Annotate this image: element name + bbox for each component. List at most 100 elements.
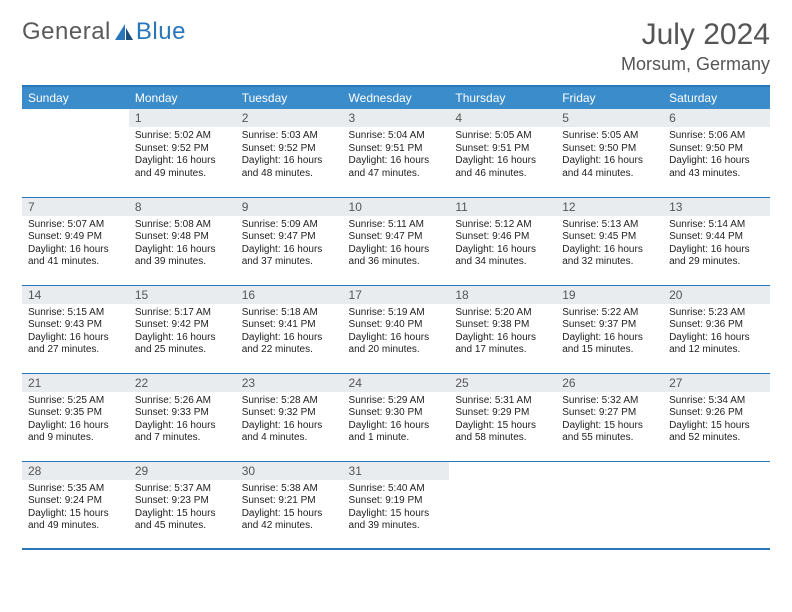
page-title: July 2024 — [621, 18, 770, 52]
daylight-text: Daylight: 15 hours and 45 minutes. — [135, 508, 230, 533]
sunrise-text: Sunrise: 5:20 AM — [455, 307, 550, 320]
sunrise-text: Sunrise: 5:29 AM — [349, 395, 444, 408]
sunrise-text: Sunrise: 5:28 AM — [242, 395, 337, 408]
day-number: 17 — [343, 286, 450, 304]
sunset-text: Sunset: 9:46 PM — [455, 231, 550, 244]
day-number: 19 — [556, 286, 663, 304]
day-number: 23 — [236, 374, 343, 392]
day-number: 27 — [663, 374, 770, 392]
calendar-day-cell: 9Sunrise: 5:09 AMSunset: 9:47 PMDaylight… — [236, 197, 343, 285]
daylight-text: Daylight: 16 hours and 27 minutes. — [28, 332, 123, 357]
weekday-header: Wednesday — [343, 86, 450, 109]
day-number: 31 — [343, 462, 450, 480]
day-number: 10 — [343, 198, 450, 216]
sunset-text: Sunset: 9:52 PM — [242, 143, 337, 156]
sunrise-text: Sunrise: 5:15 AM — [28, 307, 123, 320]
day-details: Sunrise: 5:26 AMSunset: 9:33 PMDaylight:… — [129, 392, 236, 449]
daylight-text: Daylight: 16 hours and 41 minutes. — [28, 244, 123, 269]
weekday-header: Friday — [556, 86, 663, 109]
day-details: Sunrise: 5:13 AMSunset: 9:45 PMDaylight:… — [556, 216, 663, 273]
sunrise-text: Sunrise: 5:23 AM — [669, 307, 764, 320]
sunset-text: Sunset: 9:50 PM — [669, 143, 764, 156]
day-details: Sunrise: 5:03 AMSunset: 9:52 PMDaylight:… — [236, 127, 343, 184]
day-number: 12 — [556, 198, 663, 216]
calendar-day-cell: 24Sunrise: 5:29 AMSunset: 9:30 PMDayligh… — [343, 373, 450, 461]
sunrise-text: Sunrise: 5:05 AM — [455, 130, 550, 143]
weekday-header: Sunday — [22, 86, 129, 109]
day-details: Sunrise: 5:37 AMSunset: 9:23 PMDaylight:… — [129, 480, 236, 537]
daylight-text: Daylight: 16 hours and 37 minutes. — [242, 244, 337, 269]
logo-text-1: General — [22, 18, 111, 46]
sunset-text: Sunset: 9:44 PM — [669, 231, 764, 244]
location-label: Morsum, Germany — [621, 54, 770, 75]
sunrise-text: Sunrise: 5:38 AM — [242, 483, 337, 496]
calendar-day-cell: 20 Sunrise: 5:23 AMSunset: 9:36 PMDayligh… — [663, 285, 770, 373]
sunrise-text: Sunrise: 5:13 AM — [562, 219, 657, 232]
daylight-text: Daylight: 15 hours and 49 minutes. — [28, 508, 123, 533]
sunset-text: Sunset: 9:19 PM — [349, 495, 444, 508]
day-details: Sunrise: 5:09 AMSunset: 9:47 PMDaylight:… — [236, 216, 343, 273]
calendar-week-row: 28Sunrise: 5:35 AMSunset: 9:24 PMDayligh… — [22, 461, 770, 549]
day-details: Sunrise: 5:15 AMSunset: 9:43 PMDaylight:… — [22, 304, 129, 361]
sunrise-text: Sunrise: 5:32 AM — [562, 395, 657, 408]
calendar-day-cell: 5Sunrise: 5:05 AMSunset: 9:50 PMDaylight… — [556, 109, 663, 197]
day-details: Sunrise: 5:20 AMSunset: 9:38 PMDaylight:… — [449, 304, 556, 361]
sunrise-text: Sunrise: 5:06 AM — [669, 130, 764, 143]
logo-sail-icon — [113, 22, 135, 42]
calendar-week-row: 1Sunrise: 5:02 AMSunset: 9:52 PMDaylight… — [22, 109, 770, 197]
daylight-text: Daylight: 16 hours and 39 minutes. — [135, 244, 230, 269]
day-details: Sunrise: 5:34 AMSunset: 9:26 PMDaylight:… — [663, 392, 770, 449]
calendar-day-cell: 22Sunrise: 5:26 AMSunset: 9:33 PMDayligh… — [129, 373, 236, 461]
day-number: 20 — [663, 286, 770, 304]
day-number: 29 — [129, 462, 236, 480]
sunset-text: Sunset: 9:47 PM — [349, 231, 444, 244]
day-details: Sunrise: 5:02 AMSunset: 9:52 PMDaylight:… — [129, 127, 236, 184]
day-number: 16 — [236, 286, 343, 304]
calendar-day-cell: 8Sunrise: 5:08 AMSunset: 9:48 PMDaylight… — [129, 197, 236, 285]
sunset-text: Sunset: 9:36 PM — [669, 319, 764, 332]
sunset-text: Sunset: 9:26 PM — [669, 407, 764, 420]
day-number: 18 — [449, 286, 556, 304]
calendar-day-cell: 23 Sunrise: 5:28 AMSunset: 9:32 PMDayligh… — [236, 373, 343, 461]
logo-text-2: Blue — [136, 18, 186, 46]
calendar-day-cell — [663, 461, 770, 549]
calendar-day-cell: 2Sunrise: 5:03 AMSunset: 9:52 PMDaylight… — [236, 109, 343, 197]
sunset-text: Sunset: 9:38 PM — [455, 319, 550, 332]
daylight-text: Daylight: 16 hours and 34 minutes. — [455, 244, 550, 269]
sunset-text: Sunset: 9:23 PM — [135, 495, 230, 508]
calendar-day-cell — [556, 461, 663, 549]
calendar-week-row: 14Sunrise: 5:15 AMSunset: 9:43 PMDayligh… — [22, 285, 770, 373]
daylight-text: Daylight: 16 hours and 49 minutes. — [135, 155, 230, 180]
calendar-day-cell: 14Sunrise: 5:15 AMSunset: 9:43 PMDayligh… — [22, 285, 129, 373]
day-details: Sunrise: 5:29 AMSunset: 9:30 PMDaylight:… — [343, 392, 450, 449]
daylight-text: Daylight: 16 hours and 12 minutes. — [669, 332, 764, 357]
sunrise-text: Sunrise: 5:25 AM — [28, 395, 123, 408]
sunrise-text: Sunrise: 5:11 AM — [349, 219, 444, 232]
sunrise-text: Sunrise: 5:03 AM — [242, 130, 337, 143]
sunrise-text: Sunrise: 5:26 AM — [135, 395, 230, 408]
daylight-text: Daylight: 16 hours and 15 minutes. — [562, 332, 657, 357]
calendar-day-cell — [22, 109, 129, 197]
calendar-day-cell — [449, 461, 556, 549]
day-details: Sunrise: 5:07 AMSunset: 9:49 PMDaylight:… — [22, 216, 129, 273]
day-number: 25 — [449, 374, 556, 392]
calendar-day-cell: 12Sunrise: 5:13 AMSunset: 9:45 PMDayligh… — [556, 197, 663, 285]
day-details: Sunrise: 5:40 AMSunset: 9:19 PMDaylight:… — [343, 480, 450, 537]
sunrise-text: Sunrise: 5:05 AM — [562, 130, 657, 143]
sunrise-text: Sunrise: 5:35 AM — [28, 483, 123, 496]
daylight-text: Daylight: 16 hours and 46 minutes. — [455, 155, 550, 180]
sunset-text: Sunset: 9:32 PM — [242, 407, 337, 420]
daylight-text: Daylight: 15 hours and 42 minutes. — [242, 508, 337, 533]
calendar-week-row: 21Sunrise: 5:25 AMSunset: 9:35 PMDayligh… — [22, 373, 770, 461]
sunset-text: Sunset: 9:33 PM — [135, 407, 230, 420]
sunrise-text: Sunrise: 5:17 AM — [135, 307, 230, 320]
calendar-day-cell: 28Sunrise: 5:35 AMSunset: 9:24 PMDayligh… — [22, 461, 129, 549]
day-details: Sunrise: 5:05 AMSunset: 9:50 PMDaylight:… — [556, 127, 663, 184]
day-number: 22 — [129, 374, 236, 392]
sunset-text: Sunset: 9:24 PM — [28, 495, 123, 508]
daylight-text: Daylight: 16 hours and 36 minutes. — [349, 244, 444, 269]
calendar-day-cell: 26Sunrise: 5:32 AMSunset: 9:27 PMDayligh… — [556, 373, 663, 461]
daylight-text: Daylight: 16 hours and 17 minutes. — [455, 332, 550, 357]
day-details: Sunrise: 5:05 AMSunset: 9:51 PMDaylight:… — [449, 127, 556, 184]
daylight-text: Daylight: 16 hours and 4 minutes. — [242, 420, 337, 445]
